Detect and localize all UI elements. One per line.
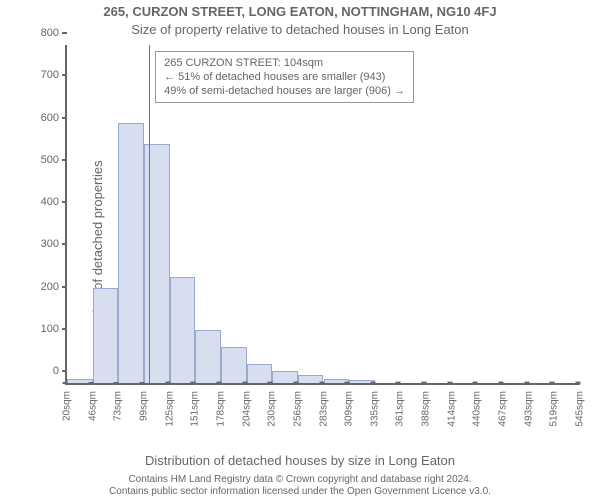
x-tick-label: 178sqm xyxy=(215,383,226,427)
annotation-line: 265 CURZON STREET: 104sqm xyxy=(164,56,405,70)
x-tick-label: 388sqm xyxy=(421,383,432,427)
y-tick-label: 0 xyxy=(53,365,67,377)
footnote-line: Contains public sector information licen… xyxy=(0,486,600,498)
footnote: Contains HM Land Registry data © Crown c… xyxy=(0,474,600,498)
x-tick-label: 414sqm xyxy=(446,383,457,427)
annotation-box: 265 CURZON STREET: 104sqm ← 51% of detac… xyxy=(155,51,414,103)
annotation-line: 49% of semi-detached houses are larger (… xyxy=(164,84,405,98)
y-tick-label: 700 xyxy=(41,69,67,81)
chart-subtitle: Size of property relative to detached ho… xyxy=(0,22,600,37)
x-tick-label: 20sqm xyxy=(62,383,73,421)
chart-container: 265, CURZON STREET, LONG EATON, NOTTINGH… xyxy=(0,0,600,500)
histogram-bar xyxy=(118,123,144,383)
reference-line xyxy=(149,45,150,383)
plot-area: 010020030040050060070080020sqm46sqm73sqm… xyxy=(65,45,580,385)
y-tick-label: 200 xyxy=(41,281,67,293)
x-tick-label: 361sqm xyxy=(395,383,406,427)
histogram-bar xyxy=(93,288,119,383)
y-tick-label: 300 xyxy=(41,238,67,250)
x-tick-label: 467sqm xyxy=(498,383,509,427)
x-axis-label: Distribution of detached houses by size … xyxy=(0,453,600,468)
x-tick-label: 440sqm xyxy=(472,383,483,427)
y-tick-label: 100 xyxy=(41,323,67,335)
histogram-bar xyxy=(144,144,170,383)
histogram-bar xyxy=(221,347,247,383)
y-tick-label: 500 xyxy=(41,154,67,166)
y-tick-label: 800 xyxy=(41,27,67,39)
x-tick-label: 204sqm xyxy=(241,383,252,427)
x-tick-label: 493sqm xyxy=(523,383,534,427)
x-tick-label: 230sqm xyxy=(267,383,278,427)
x-tick-label: 283sqm xyxy=(318,383,329,427)
chart-title: 265, CURZON STREET, LONG EATON, NOTTINGH… xyxy=(0,4,600,19)
x-tick-label: 519sqm xyxy=(549,383,560,427)
x-tick-label: 73sqm xyxy=(113,383,124,421)
histogram-bar xyxy=(170,277,196,383)
annotation-line: ← 51% of detached houses are smaller (94… xyxy=(164,70,405,84)
y-tick-label: 600 xyxy=(41,112,67,124)
y-tick-label: 400 xyxy=(41,196,67,208)
histogram-bar xyxy=(195,330,221,383)
x-tick-label: 335sqm xyxy=(369,383,380,427)
x-tick-label: 545sqm xyxy=(575,383,586,427)
x-tick-label: 309sqm xyxy=(344,383,355,427)
histogram-bar xyxy=(247,364,273,383)
footnote-line: Contains HM Land Registry data © Crown c… xyxy=(0,474,600,486)
x-tick-label: 125sqm xyxy=(164,383,175,427)
x-tick-label: 256sqm xyxy=(292,383,303,427)
x-tick-label: 151sqm xyxy=(190,383,201,427)
x-tick-label: 99sqm xyxy=(138,383,149,421)
x-tick-label: 46sqm xyxy=(87,383,98,421)
